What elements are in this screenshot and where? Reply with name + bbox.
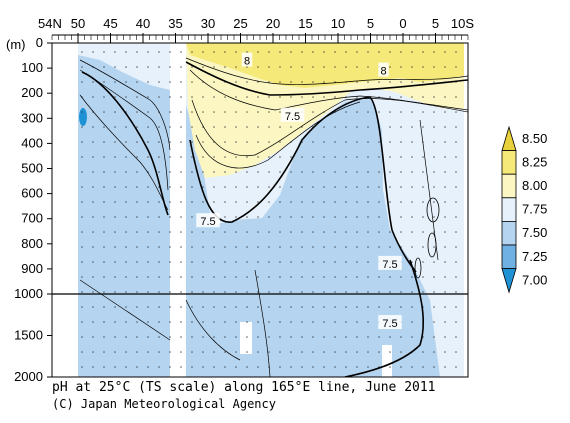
contour-ellipses [414,197,440,279]
legend-swatch-1 [501,150,517,175]
y-tick-label-4: 400 [21,135,43,150]
legend-label-2: 8.00 [522,178,547,193]
x-label-right: 10S [451,16,474,31]
legend-label-5: 7.25 [522,249,547,264]
contour-lines-major [81,61,468,377]
legend-swatch-5 [501,244,517,270]
y-tick-label-7: 700 [21,211,43,226]
legend-swatch-4 [501,220,517,246]
legend-label-0: 8.50 [522,131,547,146]
contour-label-3: 7.5 [200,216,215,228]
legend-label-3: 7.75 [522,202,547,217]
x-tick-label-5: 25 [233,16,247,31]
y-tick-label-5: 500 [21,161,43,176]
y-tick-label-10: 1000 [14,286,43,301]
legend-label-6: 7.00 [522,272,547,287]
y-tick-label-3: 300 [21,110,43,125]
x-label-left: 54N [38,16,62,31]
y-tick-label-8: 800 [21,236,43,251]
y-axis-unit: (m) [6,37,26,52]
chart-credit: (C) Japan Meteorological Agency [52,397,276,411]
legend-arrow-bottom [501,268,517,294]
y-tick-label-9: 900 [21,261,43,276]
x-tick-label-1: 45 [103,16,117,31]
plot-frame [51,42,469,378]
x-tick-label-9: 5 [367,16,374,31]
x-tick-label-2: 40 [136,16,150,31]
chart-title: pH at 25°C (TS scale) along 165°E line, … [52,380,436,395]
contour-label-1: 8 [380,66,386,78]
x-tick-label-6: 20 [266,16,280,31]
contour-lines [79,57,468,377]
y-tick-label-1: 100 [21,60,43,75]
contour-label-4: 7.5 [382,259,397,271]
legend-label-4: 7.50 [522,225,547,240]
contour-label-0: 8 [244,56,250,68]
legend-colorbar: 8.50 8.25 8.00 7.75 7.50 7.25 7.00 [501,125,547,294]
x-tick-label-0: 50 [71,16,85,31]
contour-labels: 8 8 7.5 7.5 7.5 7.5 [196,52,402,330]
legend-swatch-2 [501,173,517,199]
y-tick-label-11: 1500 [14,328,43,343]
x-tick-label-3: 35 [168,16,182,31]
x-tick-label-11: 5 [432,16,439,31]
legend-swatch-3 [501,197,517,222]
legend-arrow-top [501,125,517,152]
x-tick-label-4: 30 [201,16,215,31]
plot-area [52,43,468,377]
legend-label-1: 8.25 [522,154,547,169]
y-tick-label-0: 0 [36,35,43,50]
y-tick-label-6: 600 [21,186,43,201]
contour-label-5: 7.5 [382,318,397,330]
y-tick-label-2: 200 [21,85,43,100]
x-tick-label-7: 15 [298,16,312,31]
y-axis: 0 100 200 300 400 500 600 700 800 900 1000 1500 2000 [14,35,52,384]
gap-column-north [52,43,78,377]
x-tick-label-10: 0 [399,16,406,31]
x-tick-label-8: 10 [331,16,345,31]
contour-label-2: 7.5 [285,111,300,123]
y-tick-label-12: 2000 [14,369,43,384]
